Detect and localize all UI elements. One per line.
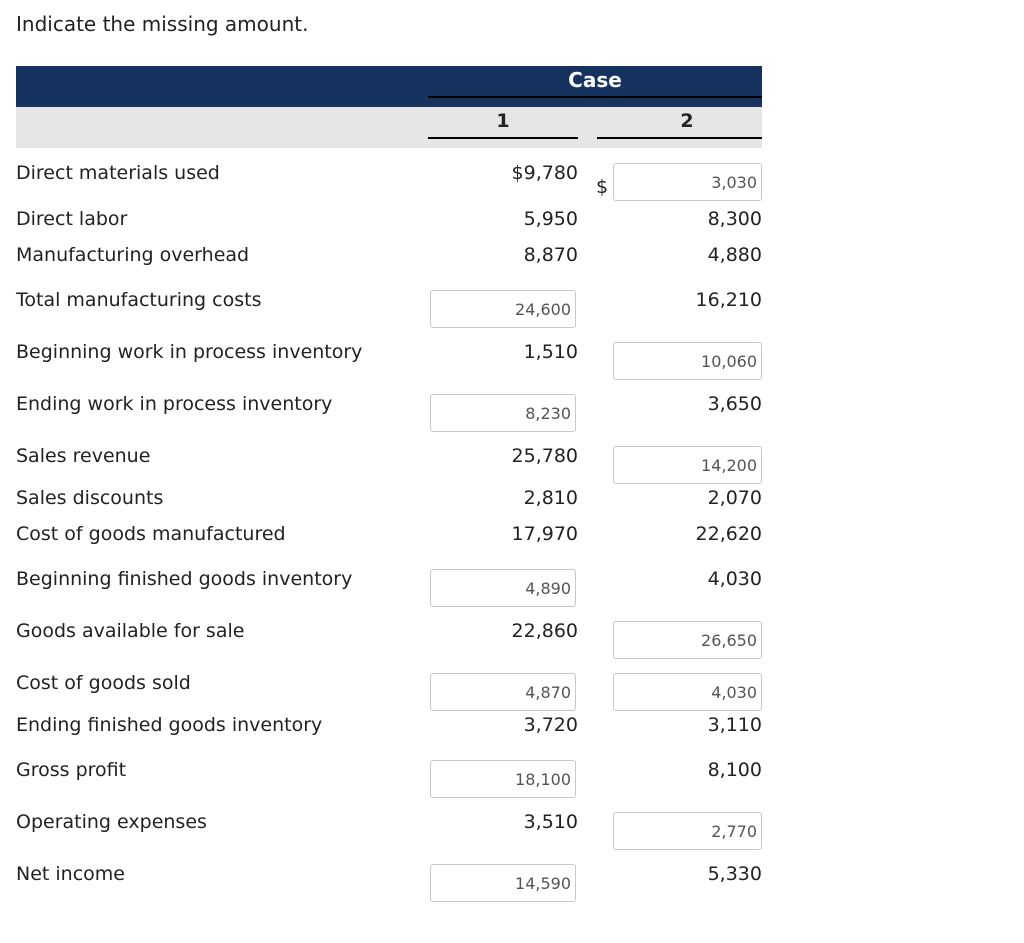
case-1-value: 8,870 <box>523 244 578 266</box>
case-1-value: 1,510 <box>523 341 578 363</box>
case-2-value: 3,110 <box>707 714 762 736</box>
table-row: Gross profit 18,100 8,100 <box>0 750 1024 798</box>
case-2-value: 8,300 <box>707 208 762 230</box>
row-label: Gross profit <box>16 759 127 781</box>
table-row: Sales revenue 25,780 14,200 <box>0 436 1024 484</box>
divider <box>597 137 762 139</box>
case-1-input[interactable]: 4,890 <box>430 569 576 607</box>
case-2-input[interactable]: 2,770 <box>613 812 762 850</box>
currency-prefix: $ <box>596 176 609 198</box>
row-label: Manufacturing overhead <box>16 244 250 266</box>
row-label: Net income <box>16 863 125 885</box>
row-label: Cost of goods manufactured <box>16 523 286 545</box>
case-1-value: 5,950 <box>523 208 578 230</box>
table-row: Operating expenses 3,510 2,770 <box>0 802 1024 850</box>
case-1-value: 17,970 <box>511 523 578 545</box>
table-row: Beginning finished goods inventory 4,890 4… <box>0 559 1024 607</box>
case-1-value: 25,780 <box>511 445 578 467</box>
column-header-1: 1 <box>496 110 510 132</box>
row-label: Sales discounts <box>16 487 164 509</box>
row-label: Operating expenses <box>16 811 207 833</box>
row-label: Total manufacturing costs <box>16 289 262 311</box>
case-2-value: 16,210 <box>695 289 762 311</box>
row-label: Sales revenue <box>16 445 151 467</box>
case-2-value: 4,030 <box>707 568 762 590</box>
row-label: Ending finished goods inventory <box>16 714 323 736</box>
row-label: Beginning work in process inventory <box>16 341 363 363</box>
table-row: Direct materials used $9,780 3,030 $ <box>0 153 1024 201</box>
table-row: Cost of goods sold 4,870 4,030 <box>0 663 1024 711</box>
case-2-input[interactable]: 26,650 <box>613 621 762 659</box>
row-label: Direct materials used <box>16 162 220 184</box>
case-1-value: 22,860 <box>511 620 578 642</box>
table-row: Total manufacturing costs 24,600 16,210 <box>0 280 1024 328</box>
table-row: Net income 14,590 5,330 <box>0 854 1024 902</box>
case-1-input[interactable]: 14,590 <box>430 864 576 902</box>
divider <box>428 137 578 139</box>
case-2-input[interactable]: 3,030 <box>613 163 762 201</box>
case-1-value: $9,780 <box>511 162 578 184</box>
row-label: Beginning finished goods inventory <box>16 568 353 590</box>
question-title: Indicate the missing amount. <box>16 12 309 36</box>
row-label: Direct labor <box>16 208 128 230</box>
table-row: Direct labor 5,950 8,300 <box>0 199 1024 241</box>
column-header-2: 2 <box>680 110 694 132</box>
case-2-input[interactable]: 14,200 <box>613 446 762 484</box>
case-2-value: 4,880 <box>707 244 762 266</box>
case-1-value: 3,720 <box>523 714 578 736</box>
row-label: Cost of goods sold <box>16 672 191 694</box>
case-2-value: 2,070 <box>707 487 762 509</box>
table-row: Beginning work in process inventory 1,510… <box>0 332 1024 380</box>
case-2-input[interactable]: 4,030 <box>613 673 762 711</box>
case-2-value: 22,620 <box>695 523 762 545</box>
divider <box>428 96 762 98</box>
case-2-value: 3,650 <box>707 393 762 415</box>
case-1-input[interactable]: 4,870 <box>430 673 576 711</box>
case-2-value: 8,100 <box>707 759 762 781</box>
case-1-input[interactable]: 8,230 <box>430 394 576 432</box>
case-1-input[interactable]: 18,100 <box>430 760 576 798</box>
case-2-value: 5,330 <box>707 863 762 885</box>
case-2-input[interactable]: 10,060 <box>613 342 762 380</box>
row-label: Goods available for sale <box>16 620 245 642</box>
table-row: Manufacturing overhead 8,870 4,880 <box>0 235 1024 277</box>
row-label: Ending work in process inventory <box>16 393 333 415</box>
column-header-bar <box>16 107 762 148</box>
case-1-value: 2,810 <box>523 487 578 509</box>
table-row: Sales discounts 2,810 2,070 <box>0 478 1024 520</box>
table-row: Cost of goods manufactured 17,970 22,620 <box>0 514 1024 556</box>
case-heading: Case <box>568 68 622 92</box>
table-row: Goods available for sale 22,860 26,650 <box>0 611 1024 659</box>
case-1-value: 3,510 <box>523 811 578 833</box>
table-row: Ending work in process inventory 8,230 3,6… <box>0 384 1024 432</box>
case-1-input[interactable]: 24,600 <box>430 290 576 328</box>
table-row: Ending finished goods inventory 3,720 3,11… <box>0 705 1024 747</box>
table-header-bar <box>16 66 762 107</box>
